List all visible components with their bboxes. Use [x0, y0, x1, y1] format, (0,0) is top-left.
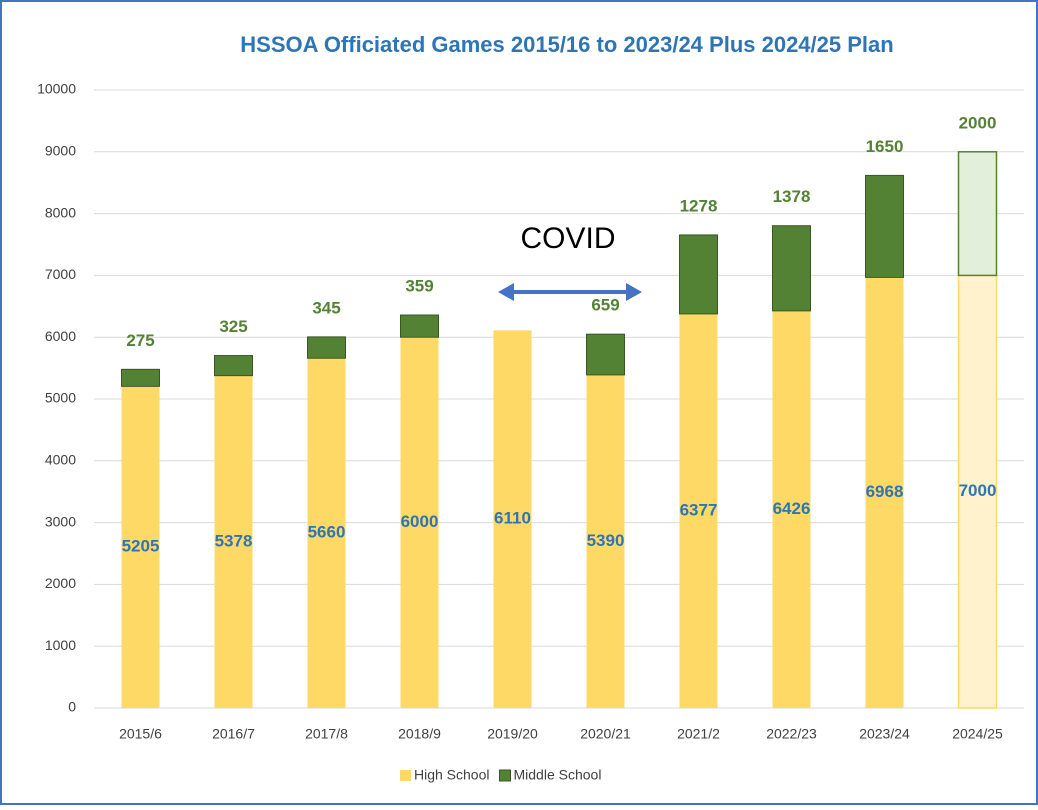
bar-segment	[865, 277, 904, 708]
x-tick-label: 2016/7	[212, 726, 255, 742]
bar-segment	[586, 374, 625, 708]
bar-segment	[214, 375, 253, 708]
data-label: 6426	[773, 499, 811, 518]
data-label: 5390	[587, 531, 625, 550]
y-tick-label: 10000	[37, 81, 76, 97]
bar-segment	[121, 368, 160, 387]
x-tick-label: 2017/8	[305, 726, 348, 742]
x-tick-label: 2020/21	[580, 726, 631, 742]
data-label: 6110	[494, 509, 531, 528]
legend-label: High School	[414, 767, 490, 783]
y-tick-label: 4000	[45, 452, 76, 468]
data-label: 659	[591, 296, 619, 315]
x-tick-label: 2018/9	[398, 726, 441, 742]
y-tick-label: 0	[68, 699, 76, 715]
bar-segment	[772, 225, 811, 312]
data-label: 5205	[122, 537, 160, 556]
y-tick-label: 8000	[45, 204, 76, 220]
data-label: 5378	[215, 531, 253, 550]
bar-segment	[121, 386, 160, 708]
bar-segment	[214, 355, 253, 377]
y-tick-label: 7000	[45, 266, 76, 282]
bar-segment	[957, 151, 998, 277]
data-label: 345	[312, 298, 340, 317]
data-label: 5660	[308, 523, 346, 542]
data-label: 7000	[959, 481, 997, 500]
bar-segment	[400, 314, 439, 338]
legend-swatch	[400, 770, 411, 781]
data-label: 6377	[680, 500, 718, 519]
y-tick-label: 2000	[45, 575, 76, 591]
chart-title: HSSOA Officiated Games 2015/16 to 2023/2…	[240, 32, 893, 57]
y-tick-label: 9000	[45, 143, 76, 159]
y-tick-label: 6000	[45, 328, 76, 344]
bar-segment	[307, 358, 346, 708]
y-tick-label: 5000	[45, 390, 76, 406]
y-tick-label: 1000	[45, 637, 76, 653]
x-tick-label: 2024/25	[952, 726, 1003, 742]
data-label: 275	[126, 331, 154, 350]
data-label: 2000	[959, 113, 997, 132]
annotation: COVID	[520, 222, 615, 255]
x-tick-label: 2021/2	[677, 726, 720, 742]
bar-segment	[679, 313, 718, 708]
data-label: 1650	[866, 137, 904, 156]
x-tick-label: 2022/23	[766, 726, 817, 742]
legend-label: Middle School	[514, 767, 602, 783]
data-label: 359	[405, 276, 433, 295]
bar-segment	[957, 274, 998, 709]
bar-segment	[400, 337, 439, 708]
y-tick-label: 3000	[45, 513, 76, 529]
x-tick-label: 2023/24	[859, 726, 910, 742]
data-label: 1278	[680, 196, 718, 215]
bar-segment	[772, 310, 811, 708]
x-tick-label: 2019/20	[487, 726, 538, 742]
bar-segment	[307, 336, 346, 359]
bar-segment	[679, 234, 718, 315]
covid-arrow	[498, 283, 642, 301]
data-label: 325	[219, 317, 247, 336]
data-label: 6000	[401, 512, 439, 531]
x-tick-label: 2015/6	[119, 726, 162, 742]
bar-segment	[493, 330, 532, 708]
bar-segment	[586, 333, 625, 376]
data-label: 1378	[773, 187, 811, 206]
legend-swatch	[499, 769, 511, 782]
bar-segment	[865, 174, 904, 278]
data-label: 6968	[866, 482, 904, 501]
